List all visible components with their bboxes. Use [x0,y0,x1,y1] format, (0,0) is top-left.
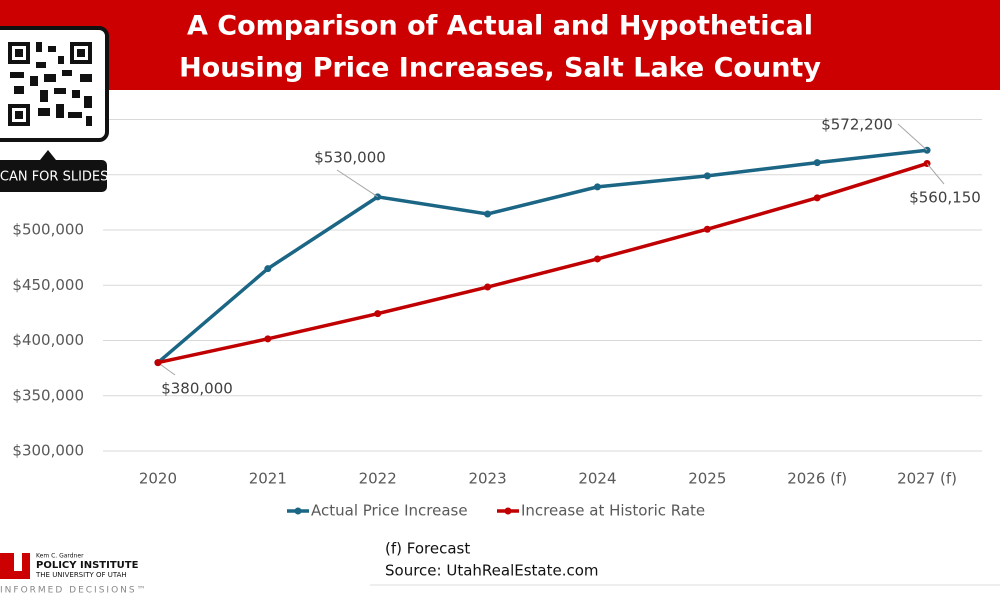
legend-label: Actual Price Increase [311,502,468,520]
chart-title: A Comparison of Actual and Hypothetical [187,11,813,42]
leader-line [336,169,378,198]
legend-label: Increase at Historic Rate [521,502,705,520]
x-tick-label: 2023 [468,470,506,488]
leader-line [926,163,945,185]
legend-swatch [504,507,512,515]
y-tick-label: $450,000 [12,276,84,294]
data-label: $380,000 [161,380,233,398]
plot: $300,000 $350,000 $400,000 $450,000 $500,000… [12,110,982,520]
data-point [593,183,601,191]
data-point [154,359,162,367]
x-tick-label: 2022 [359,470,397,488]
data-point [703,225,711,233]
x-tick-label: 2020 [139,470,177,488]
legend-swatch [294,507,302,515]
series-line [156,148,928,364]
header-bar [0,0,1000,90]
note: (f) Forecast [385,540,470,558]
y-tick-label: $500,000 [12,221,84,239]
data-point [264,335,272,343]
qr-caption: SCAN FOR SLIDES [0,170,108,185]
data-point [593,255,601,263]
y-tick-label: $350,000 [12,386,84,404]
data-point [703,172,711,180]
series-line [157,161,928,365]
logo: Kem C. Gardner POLICY INSTITUTE THE UNIV… [0,553,148,596]
data-label: $572,200 [821,116,893,134]
logo-line: THE UNIVERSITY OF UTAH [35,571,127,579]
y-tick-label: $400,000 [12,331,84,349]
x-tick-label: 2026 (f) [787,470,847,488]
x-tick-label: 2025 [688,470,726,488]
chart-subtitle: Housing Price Increases, Salt Lake Count… [179,53,821,84]
x-tick-label: 2021 [249,470,287,488]
x-tick-label: 2027 (f) [897,470,957,488]
data-point [374,310,382,318]
leader-line [897,123,928,151]
data-point [813,159,821,167]
logo-line: POLICY INSTITUTE [36,560,139,571]
data-point [484,210,492,218]
y-tick-label: $300,000 [12,442,84,460]
x-tick-label: 2024 [578,470,616,488]
data-point [484,283,492,291]
data-label: $560,150 [909,189,981,207]
qr-box [0,26,109,192]
source: Source: UtahRealEstate.com [385,562,599,580]
logo-tagline: INFORMED DECISIONS™ [0,586,148,596]
data-point [264,265,272,273]
data-point [813,194,821,202]
logo-line: Kem C. Gardner [36,553,84,560]
leader-line [157,362,176,376]
data-label: $530,000 [314,149,386,167]
